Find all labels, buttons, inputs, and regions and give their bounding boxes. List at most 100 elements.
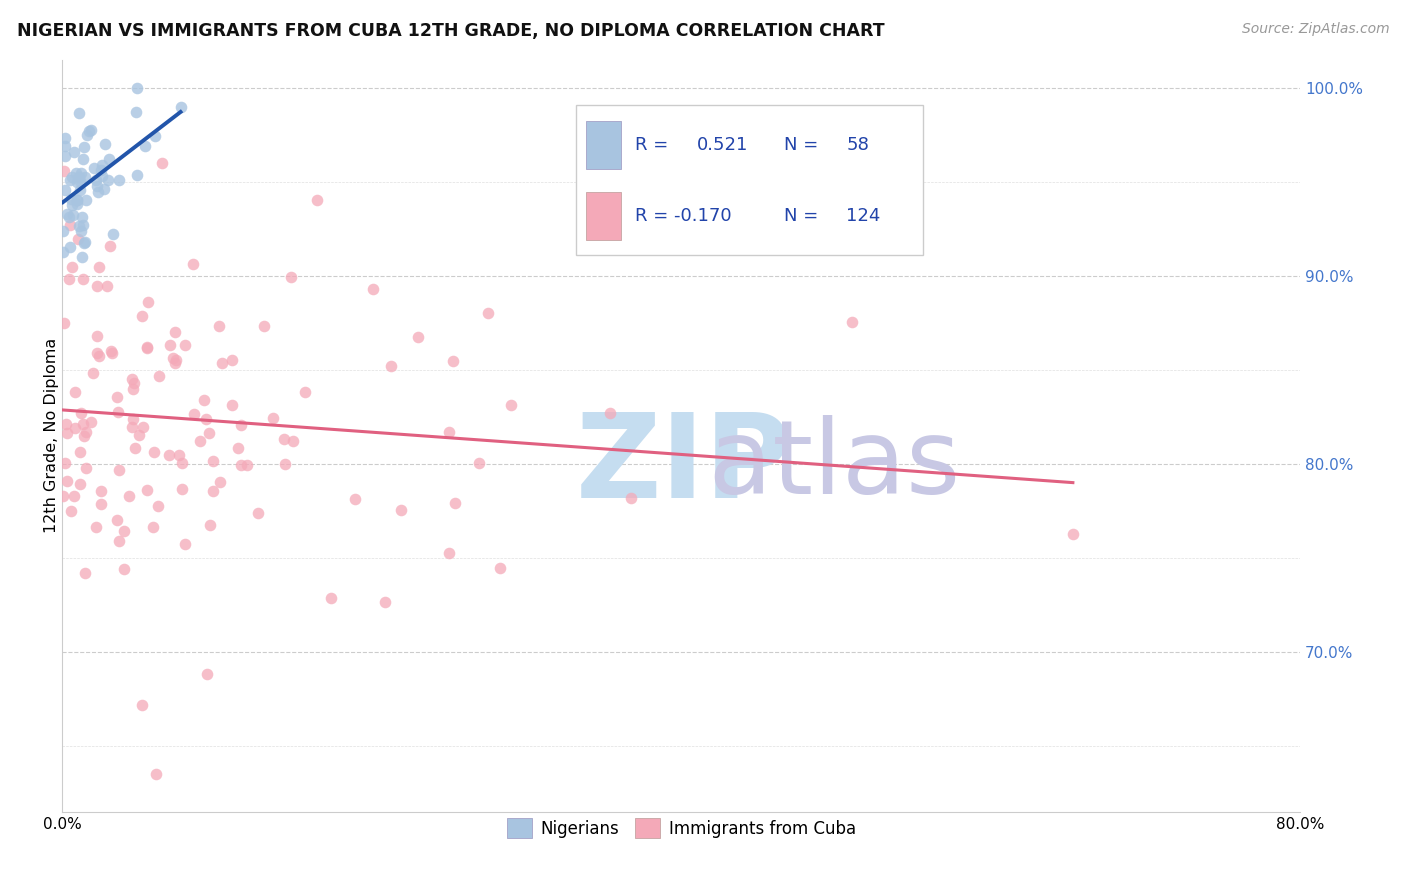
Point bbox=[59, 192, 82, 206]
Point bbox=[67, 106, 90, 120]
Point bbox=[66, 193, 89, 207]
Point bbox=[53, 131, 76, 145]
Y-axis label: 12th Grade, No Diploma: 12th Grade, No Diploma bbox=[44, 338, 59, 533]
Point bbox=[56, 425, 79, 440]
Point bbox=[118, 489, 141, 503]
Point bbox=[136, 294, 159, 309]
Point bbox=[62, 208, 84, 222]
Point bbox=[58, 272, 80, 286]
Point bbox=[90, 162, 112, 177]
Point bbox=[53, 164, 76, 178]
Point bbox=[86, 185, 108, 199]
Point bbox=[128, 427, 150, 442]
Point bbox=[60, 503, 83, 517]
Point bbox=[70, 211, 93, 225]
Point bbox=[98, 239, 121, 253]
Point bbox=[67, 232, 90, 246]
Point bbox=[380, 359, 402, 373]
Point bbox=[108, 533, 131, 548]
Point bbox=[86, 278, 108, 293]
Point bbox=[361, 282, 384, 296]
Point bbox=[157, 448, 180, 462]
Point bbox=[841, 315, 863, 329]
Point bbox=[125, 104, 148, 119]
Point bbox=[183, 407, 205, 421]
Point bbox=[247, 506, 270, 520]
Point bbox=[90, 483, 112, 498]
Point bbox=[59, 218, 82, 232]
Point bbox=[162, 351, 184, 365]
Point bbox=[56, 474, 79, 488]
Point bbox=[60, 198, 83, 212]
Point bbox=[77, 123, 100, 137]
Point bbox=[52, 490, 75, 504]
Point bbox=[148, 369, 170, 384]
Point bbox=[135, 341, 157, 355]
Text: atlas: atlas bbox=[576, 416, 960, 516]
Point bbox=[70, 224, 93, 238]
Point bbox=[294, 385, 316, 400]
Point bbox=[63, 385, 86, 400]
Point bbox=[441, 354, 464, 368]
Point bbox=[98, 152, 121, 166]
Point bbox=[73, 140, 96, 154]
Point bbox=[211, 356, 233, 370]
Point bbox=[125, 168, 148, 182]
Point bbox=[143, 128, 166, 143]
Point bbox=[93, 182, 115, 196]
Point bbox=[159, 338, 181, 352]
Point bbox=[501, 398, 523, 412]
Point bbox=[66, 175, 89, 189]
Point bbox=[60, 260, 83, 274]
Point bbox=[124, 376, 146, 391]
Point bbox=[173, 537, 195, 551]
Point bbox=[69, 174, 91, 188]
Point bbox=[90, 497, 112, 511]
Point bbox=[69, 183, 91, 197]
Point bbox=[374, 594, 396, 608]
Point bbox=[66, 194, 89, 208]
Point bbox=[63, 489, 86, 503]
Point bbox=[343, 492, 366, 507]
Point bbox=[59, 240, 82, 254]
Point bbox=[65, 166, 87, 180]
Point bbox=[70, 166, 93, 180]
Point bbox=[489, 561, 512, 575]
Point bbox=[105, 513, 128, 527]
Point bbox=[72, 417, 94, 431]
Point bbox=[145, 767, 167, 781]
Point bbox=[194, 412, 217, 426]
Point bbox=[80, 123, 103, 137]
Point bbox=[84, 173, 107, 187]
Point bbox=[221, 398, 243, 412]
Point bbox=[195, 667, 218, 681]
Point bbox=[229, 458, 252, 472]
Point bbox=[101, 227, 124, 241]
Point bbox=[468, 456, 491, 470]
Point bbox=[443, 496, 465, 510]
Point bbox=[389, 502, 412, 516]
Point bbox=[107, 463, 129, 477]
Point bbox=[75, 193, 97, 207]
Point bbox=[58, 173, 80, 187]
Point bbox=[174, 337, 197, 351]
Point bbox=[100, 344, 122, 359]
Point bbox=[202, 483, 225, 498]
Point bbox=[87, 260, 110, 275]
Point bbox=[273, 432, 295, 446]
Point bbox=[72, 429, 94, 443]
Point bbox=[262, 411, 284, 425]
Point bbox=[90, 169, 112, 184]
Point bbox=[70, 250, 93, 264]
Point bbox=[190, 434, 212, 448]
Point bbox=[620, 491, 643, 506]
Point bbox=[280, 270, 302, 285]
Point bbox=[142, 445, 165, 459]
Point bbox=[58, 210, 80, 224]
Point bbox=[86, 346, 108, 360]
Point bbox=[305, 194, 328, 208]
Point bbox=[72, 272, 94, 286]
Point bbox=[163, 326, 186, 340]
Point bbox=[193, 393, 215, 408]
Point bbox=[65, 197, 87, 211]
